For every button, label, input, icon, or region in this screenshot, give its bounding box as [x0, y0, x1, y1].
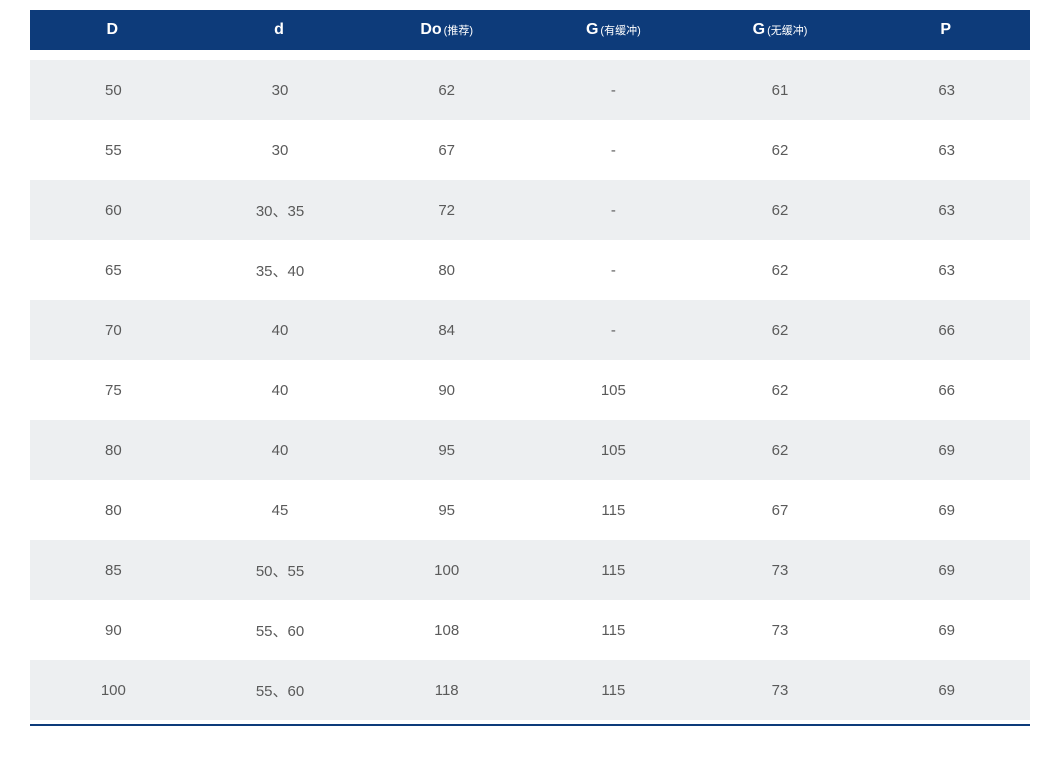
table-cell: 70 — [30, 322, 197, 339]
table-cell: 63 — [863, 82, 1030, 99]
table-cell: 66 — [863, 382, 1030, 399]
table-cell: 67 — [363, 142, 530, 159]
table-bottom-border — [30, 724, 1030, 726]
table-cell: 62 — [697, 202, 864, 219]
table-cell: 62 — [697, 142, 864, 159]
table-row: 8045951156769 — [30, 480, 1030, 540]
table-cell: 115 — [530, 622, 697, 639]
table-cell: 73 — [697, 622, 864, 639]
header-sub-G2: (无缓冲) — [767, 25, 807, 37]
table-row: 6535、4080-6263 — [30, 240, 1030, 300]
table-row: 8550、551001157369 — [30, 540, 1030, 600]
table-row: 7540901056266 — [30, 360, 1030, 420]
table-row: 10055、601181157369 — [30, 660, 1030, 720]
table-header-row: D d Do(推荐) G(有缓冲) G(无缓冲) P — [30, 10, 1030, 50]
table-cell: 62 — [697, 322, 864, 339]
table-cell: 62 — [697, 382, 864, 399]
header-sub-G1: (有缓冲) — [600, 25, 640, 37]
table-body: 503062-6163553067-62636030、3572-62636535… — [30, 60, 1030, 720]
header-main-P: P — [940, 21, 951, 38]
table-cell: 105 — [530, 382, 697, 399]
table-row: 704084-6266 — [30, 300, 1030, 360]
table-cell: 69 — [863, 442, 1030, 459]
table-cell: 85 — [30, 562, 197, 579]
table-row: 6030、3572-6263 — [30, 180, 1030, 240]
table-cell: 30、35 — [197, 200, 364, 221]
header-main-D: D — [107, 21, 119, 38]
table-cell: 40 — [197, 442, 364, 459]
table-cell: 90 — [30, 622, 197, 639]
table-cell: - — [530, 262, 697, 279]
table-cell: 61 — [697, 82, 864, 99]
table-cell: 80 — [30, 442, 197, 459]
table-cell: 105 — [530, 442, 697, 459]
table-cell: 115 — [530, 502, 697, 519]
table-row: 8040951056269 — [30, 420, 1030, 480]
table-cell: - — [530, 142, 697, 159]
table-cell: 62 — [697, 262, 864, 279]
table-cell: 63 — [863, 142, 1030, 159]
table-cell: 67 — [697, 502, 864, 519]
table-cell: 95 — [363, 502, 530, 519]
table-cell: 63 — [863, 262, 1030, 279]
header-cell-d: d — [197, 21, 364, 39]
table-cell: 45 — [197, 502, 364, 519]
table-cell: 62 — [697, 442, 864, 459]
header-cell-G2: G(无缓冲) — [697, 21, 864, 39]
table-cell: - — [530, 202, 697, 219]
header-cell-P: P — [863, 21, 1030, 39]
table-cell: 30 — [197, 82, 364, 99]
table-cell: 100 — [363, 562, 530, 579]
header-main-d: d — [274, 21, 284, 38]
header-main-G2: G — [753, 21, 765, 38]
table-cell: 30 — [197, 142, 364, 159]
header-cell-Do: Do(推荐) — [363, 21, 530, 39]
table-cell: 73 — [697, 682, 864, 699]
table-cell: - — [530, 322, 697, 339]
table-row: 9055、601081157369 — [30, 600, 1030, 660]
table-cell: 65 — [30, 262, 197, 279]
table-cell: 66 — [863, 322, 1030, 339]
table-row: 503062-6163 — [30, 60, 1030, 120]
table-cell: 62 — [363, 82, 530, 99]
table-cell: 90 — [363, 382, 530, 399]
table-cell: 73 — [697, 562, 864, 579]
table-cell: 35、40 — [197, 260, 364, 281]
header-sub-Do: (推荐) — [444, 25, 473, 37]
table-cell: 50 — [30, 82, 197, 99]
table-cell: 69 — [863, 682, 1030, 699]
table-cell: 108 — [363, 622, 530, 639]
table-cell: - — [530, 82, 697, 99]
table-cell: 60 — [30, 202, 197, 219]
table-cell: 100 — [30, 682, 197, 699]
data-table: D d Do(推荐) G(有缓冲) G(无缓冲) P 503062-616355… — [30, 10, 1030, 726]
header-spacer — [30, 50, 1030, 60]
table-cell: 118 — [363, 682, 530, 699]
table-cell: 115 — [530, 562, 697, 579]
table-cell: 40 — [197, 322, 364, 339]
header-main-G1: G — [586, 21, 598, 38]
table-cell: 63 — [863, 202, 1030, 219]
table-cell: 55 — [30, 142, 197, 159]
header-cell-G1: G(有缓冲) — [530, 21, 697, 39]
table-cell: 55、60 — [197, 620, 364, 641]
table-cell: 84 — [363, 322, 530, 339]
table-cell: 115 — [530, 682, 697, 699]
header-main-Do: Do — [420, 21, 441, 38]
table-cell: 72 — [363, 202, 530, 219]
table-cell: 69 — [863, 622, 1030, 639]
table-cell: 55、60 — [197, 680, 364, 701]
table-cell: 69 — [863, 502, 1030, 519]
table-cell: 75 — [30, 382, 197, 399]
table-cell: 80 — [30, 502, 197, 519]
table-cell: 50、55 — [197, 560, 364, 581]
table-cell: 80 — [363, 262, 530, 279]
header-cell-D: D — [30, 21, 197, 39]
table-cell: 40 — [197, 382, 364, 399]
table-row: 553067-6263 — [30, 120, 1030, 180]
table-cell: 95 — [363, 442, 530, 459]
table-cell: 69 — [863, 562, 1030, 579]
